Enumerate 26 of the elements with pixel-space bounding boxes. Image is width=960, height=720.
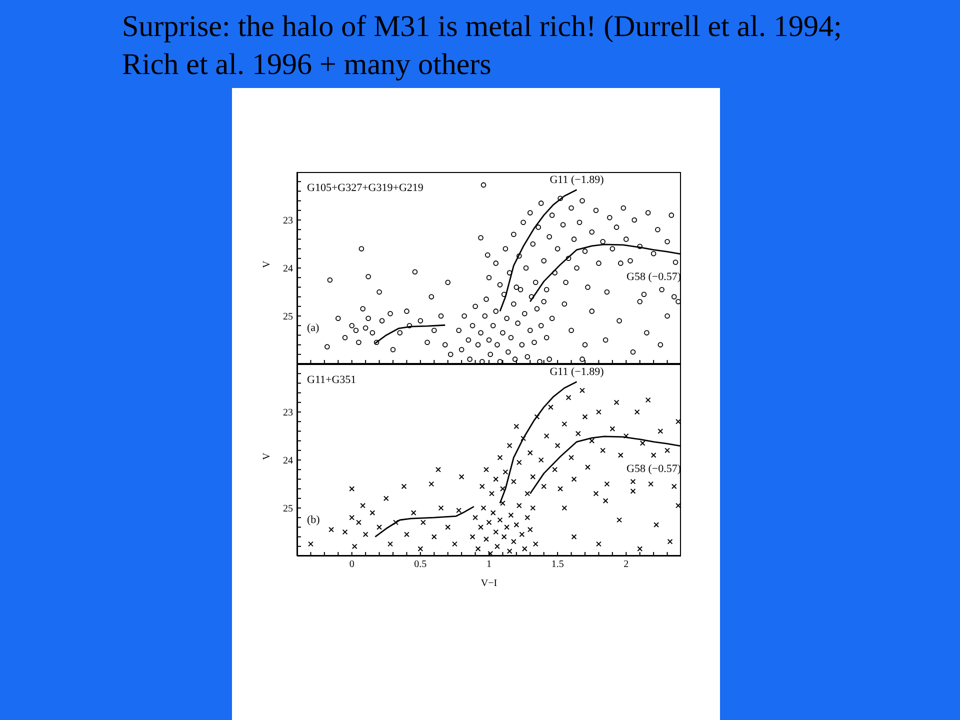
x-axis-title: V−I: [480, 578, 498, 589]
annotation: (a): [307, 322, 320, 335]
series-label: G11 (−1.89): [550, 174, 604, 186]
x-tick-label: 2: [624, 559, 629, 570]
chart-title: Surprise: the halo of M31 is metal rich! (Durrell et al. 1994; Rich et al. 1996 + many others: [122, 9, 843, 83]
annotation: G11+G351: [307, 374, 356, 387]
y-tick-label: 24: [283, 456, 293, 467]
x-tick-label: 0: [349, 559, 354, 570]
series-label: G58 (−0.57): [626, 463, 682, 476]
x-tick-label: 1: [486, 559, 492, 570]
y-axis-title: V: [262, 260, 273, 268]
y-tick-label: 25: [283, 312, 293, 323]
y-tick-label: 25: [283, 504, 293, 515]
x-tick-label: 0.5: [414, 559, 427, 570]
series-label: G11 (−1.89): [550, 366, 604, 378]
annotation: (b): [307, 514, 320, 527]
line-series: [374, 324, 446, 344]
y-axis-title: V: [262, 452, 273, 460]
x-tick-label: 1.5: [551, 559, 564, 570]
y-tick-label: 23: [283, 216, 293, 227]
y-tick-label: 23: [283, 408, 293, 419]
line-series: [529, 436, 681, 494]
series-label: G58 (−0.57): [626, 271, 682, 284]
annotation: G105+G327+G319+G219: [307, 182, 424, 195]
line-series: [374, 506, 475, 538]
y-tick-label: 24: [283, 264, 293, 275]
